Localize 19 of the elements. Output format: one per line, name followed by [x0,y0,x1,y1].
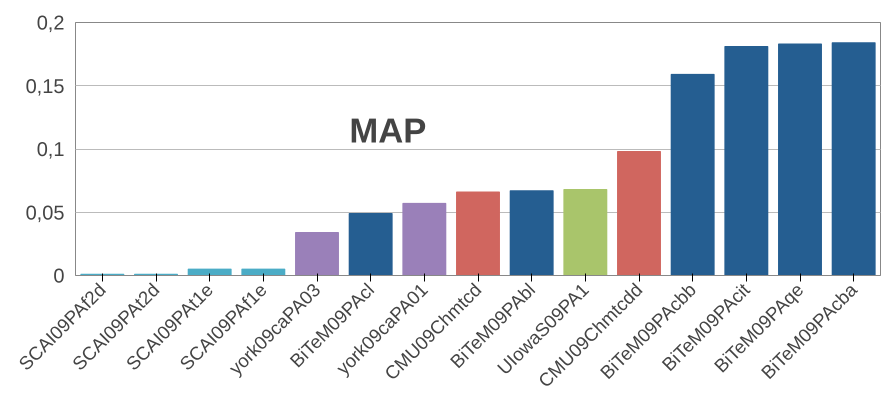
bar [510,190,554,276]
y-tick-label: 0,15 [26,76,65,98]
y-tick-label: 0 [53,266,64,288]
bar [402,202,446,276]
bar [778,44,822,276]
bar [295,232,339,276]
text: MAP [349,112,426,150]
bar [188,268,232,276]
bar [670,74,715,276]
bar [617,151,661,276]
bar [832,42,876,276]
bar [348,213,393,276]
y-tick-label: 0,05 [26,202,65,224]
y-tick-label: 0,1 [36,139,65,161]
bar [563,188,608,276]
y-tick-label: 0,2 [36,12,65,34]
bar [724,46,768,276]
bar [456,192,500,276]
bar [241,268,286,276]
